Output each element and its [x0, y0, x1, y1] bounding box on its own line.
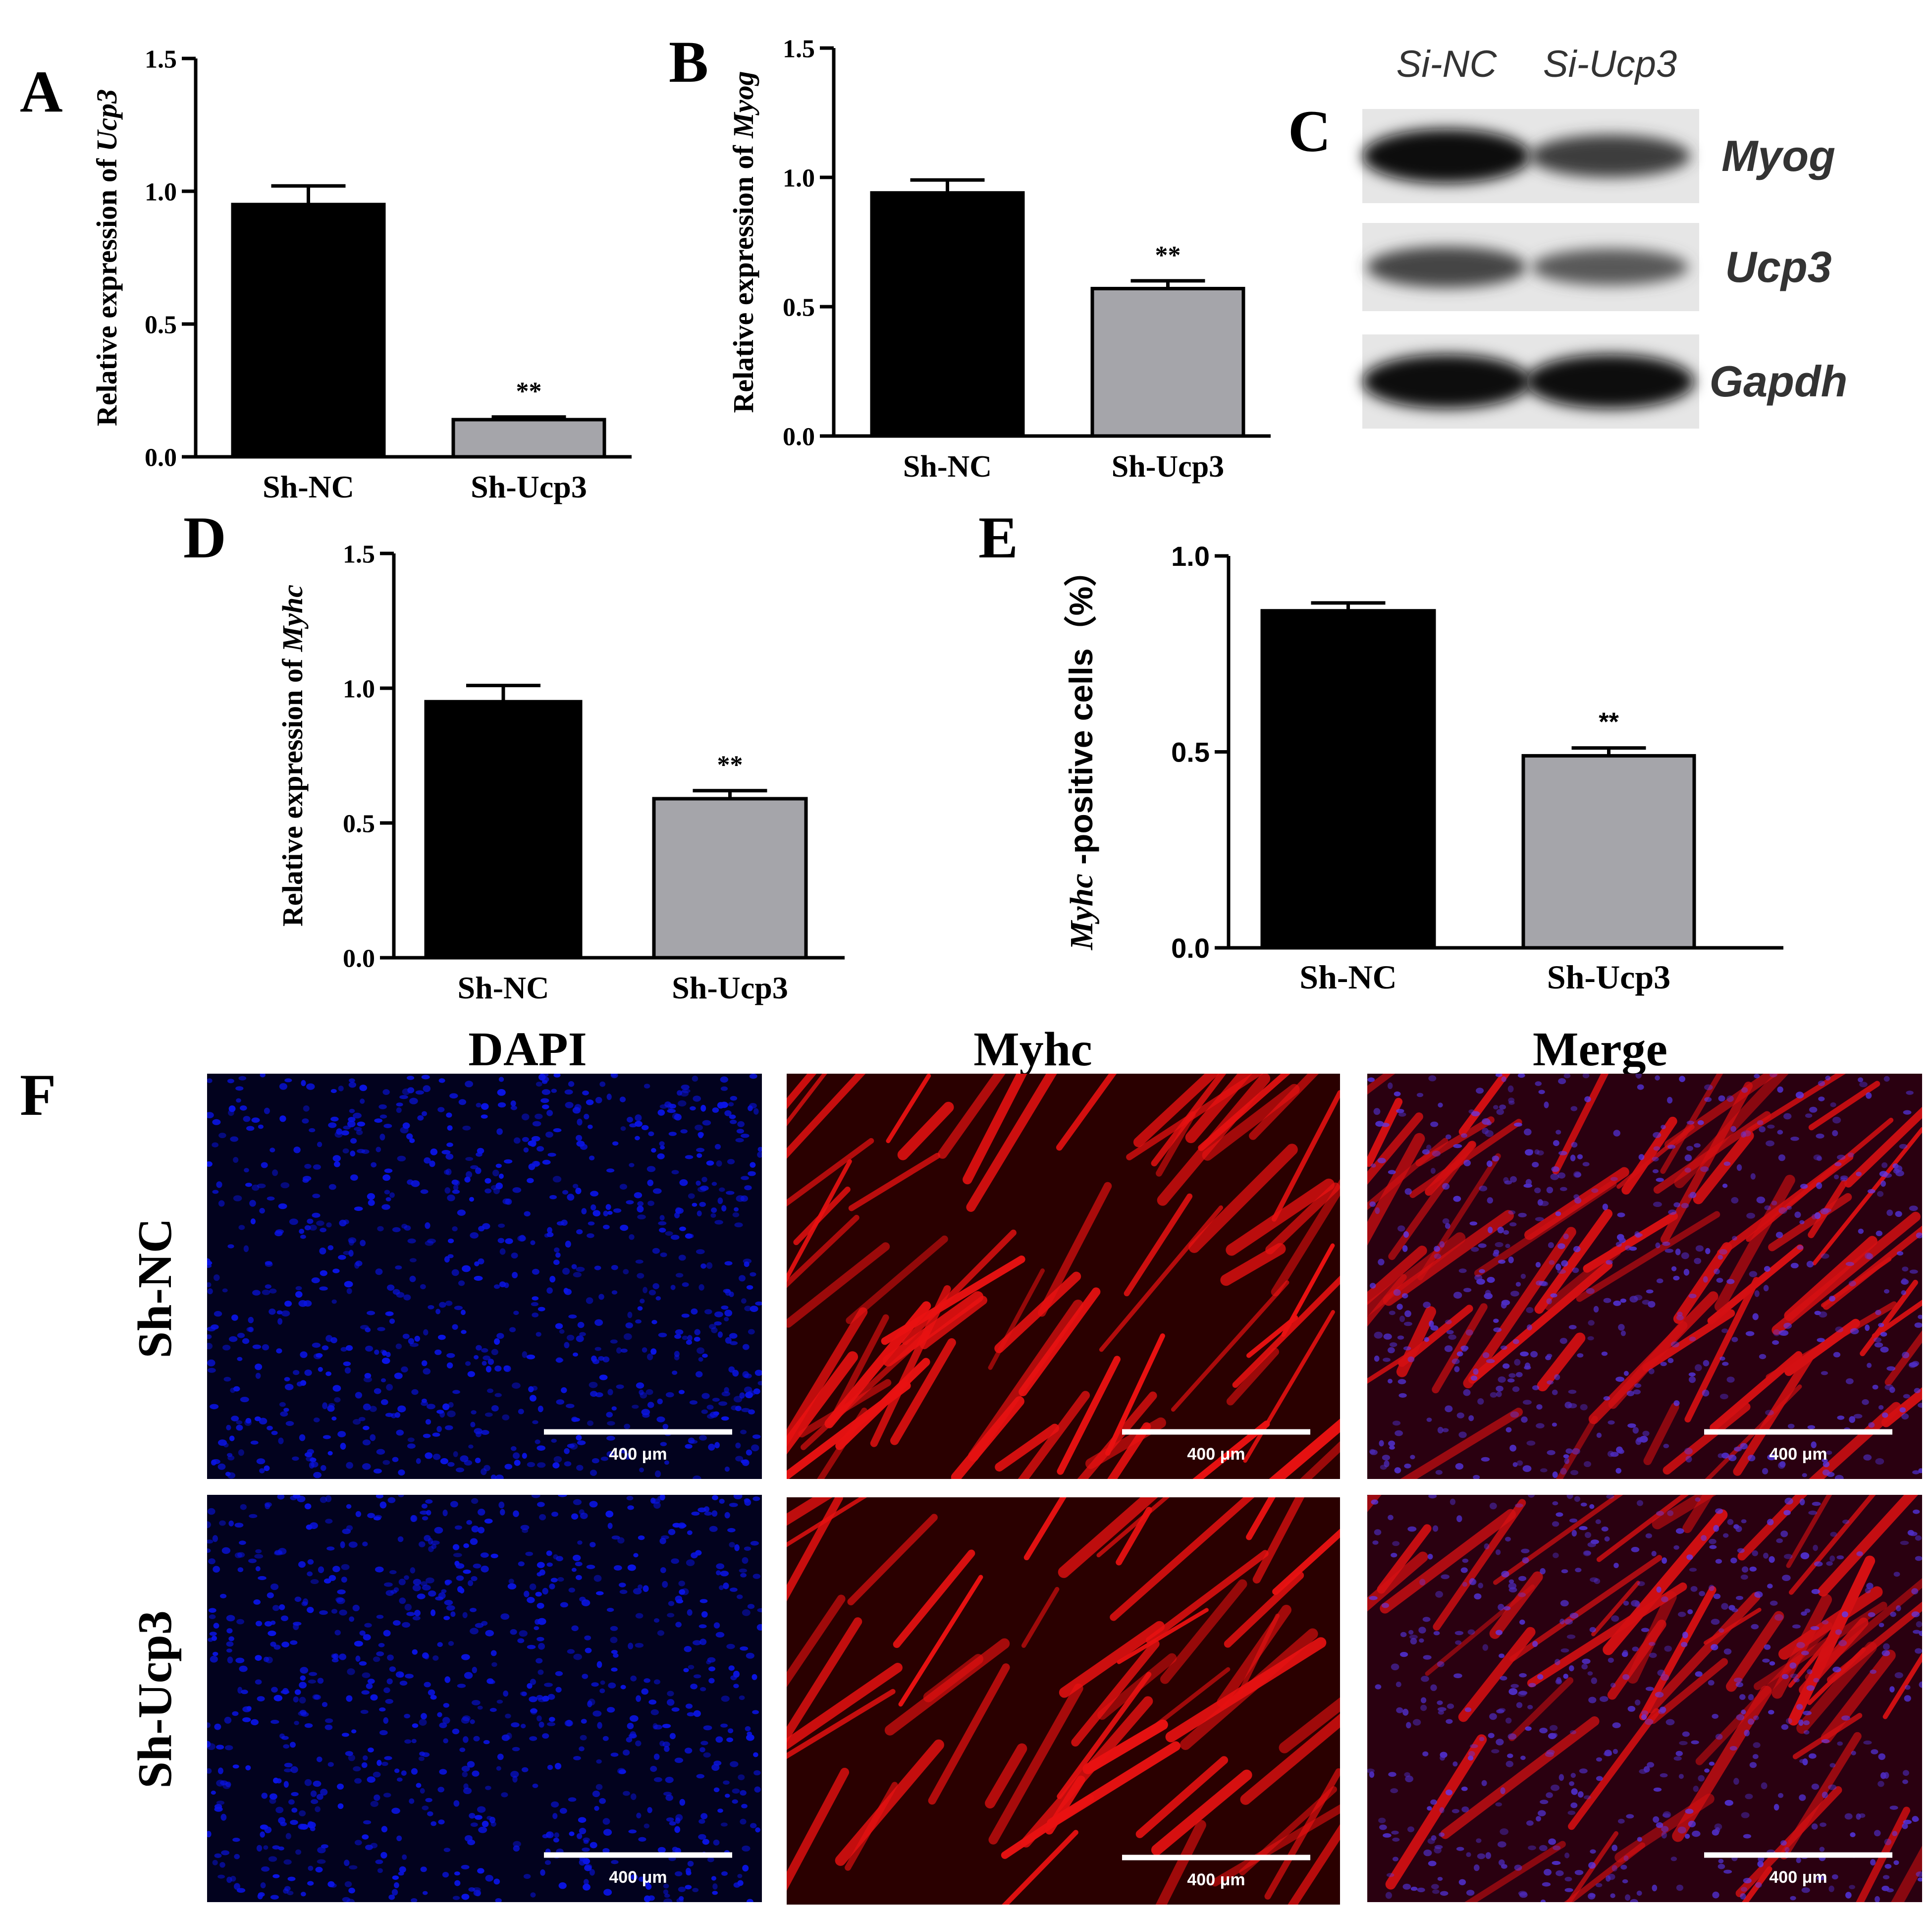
blot-band: [1530, 135, 1690, 177]
chart-d: 0.0 0.5 1.0 1.5 Sh-NC ** Sh-Ucp3 Relative expre…: [276, 541, 845, 1005]
y-tick-label: 1.5: [145, 46, 177, 74]
panel-label-c: C: [1288, 98, 1331, 164]
scale-bar-label: 400 μm: [1187, 1445, 1245, 1464]
category-label: Sh-NC: [903, 450, 992, 484]
y-tick-label: 1.0: [1171, 541, 1210, 572]
y-axis-label: Relative expression of Myog: [727, 71, 759, 413]
category-label: Sh-NC: [263, 469, 354, 504]
category-label: Sh-Ucp3: [1547, 958, 1670, 996]
y-tick-label: 0.5: [1171, 737, 1210, 768]
y-tick-label: 0.0: [145, 444, 177, 472]
blot-band: [1367, 246, 1526, 288]
category-label: Sh-Ucp3: [471, 469, 587, 504]
chart-b: 0.0 0.5 1.0 1.5 Sh-NC ** Sh-Ucp3 Relative expre…: [727, 35, 1271, 484]
bar-sh-ucp3: [451, 418, 606, 459]
scale-bar-label: 400 μm: [609, 1868, 667, 1887]
blot-band: [1362, 354, 1531, 409]
blot-row-gapdh: Gapdh: [1362, 334, 1847, 429]
bar-sh-nc: [231, 203, 386, 459]
y-axis-label: Myhc -positive cells（%）: [1063, 554, 1100, 951]
column-title: DAPI: [468, 1023, 587, 1076]
y-tick-label: 0.5: [343, 810, 375, 838]
y-tick-label: 0.5: [145, 311, 177, 339]
y-tick-label: 1.5: [343, 541, 375, 569]
protein-label: Ucp3: [1725, 242, 1831, 291]
bar-sh-nc: [870, 191, 1025, 438]
row-title: Sh-Ucp3: [128, 1610, 182, 1788]
panel-label-b: B: [669, 29, 708, 95]
chart-e: 0.0 0.5 1.0 Sh-NC ** Sh-Ucp3 Myhc -positive ce…: [1063, 541, 1783, 996]
blot-row-myog: Myog: [1362, 109, 1835, 203]
blot-row-ucp3: Ucp3: [1362, 223, 1832, 311]
significance-mark: **: [1155, 241, 1181, 270]
blot-band: [1526, 354, 1694, 409]
micrograph-myhc: [787, 1074, 1340, 1479]
micrograph-myhc: [787, 1497, 1340, 1905]
micrograph-grid: DAPI Myhc Merge Sh-NC Sh-Ucp3 400 μm 400 μm 400…: [128, 1023, 1922, 1905]
y-tick-label: 0.0: [1171, 932, 1210, 964]
protein-label: Myog: [1721, 131, 1835, 180]
category-label: Sh-NC: [1299, 958, 1397, 996]
y-tick-label: 0.5: [783, 294, 815, 322]
lane-label: Si-Ucp3: [1543, 43, 1677, 85]
bar-sh-nc: [1260, 609, 1436, 950]
chart-a: 0.0 0.5 1.0 1.5 Sh-NC ** Sh-Ucp3 Relative expre…: [91, 46, 632, 504]
y-tick-label: 1.0: [783, 164, 815, 193]
scale-bar-label: 400 μm: [1769, 1445, 1827, 1464]
western-blot: Si-NC Si-Ucp3 Myog Ucp3 Gapdh: [1362, 43, 1847, 429]
scale-bar-label: 400 μm: [1187, 1870, 1245, 1889]
lane-label: Si-NC: [1396, 43, 1498, 85]
panel-label-f: F: [20, 1062, 56, 1128]
scale-bar-label: 400 μm: [609, 1445, 667, 1464]
y-axis-label: Relative expression of Ucp3: [91, 89, 123, 426]
row-title: Sh-NC: [128, 1218, 182, 1358]
panel-label-a: A: [20, 58, 63, 124]
bar-sh-nc: [424, 700, 583, 960]
column-title: Myhc: [973, 1023, 1092, 1076]
micrograph-dapi: [207, 1074, 762, 1479]
bar-charts: 0.0 0.5 1.0 1.5 Sh-NC ** Sh-Ucp3 Relative expre…: [91, 35, 1783, 1005]
panel-label-d: D: [183, 504, 226, 570]
protein-label: Gapdh: [1710, 357, 1848, 406]
significance-mark: **: [516, 378, 542, 406]
bar-sh-ucp3: [1521, 754, 1696, 950]
y-tick-label: 0.0: [343, 945, 375, 973]
significance-mark: **: [717, 751, 743, 779]
column-title: Merge: [1533, 1023, 1667, 1076]
category-label: Sh-Ucp3: [1112, 450, 1224, 484]
category-label: Sh-NC: [458, 970, 549, 1005]
bar-sh-ucp3: [652, 797, 808, 960]
micrograph-dapi: [207, 1495, 762, 1902]
panel-label-e: E: [978, 504, 1018, 570]
y-tick-label: 0.0: [783, 423, 815, 451]
y-tick-label: 1.0: [343, 675, 375, 704]
y-tick-label: 1.0: [145, 178, 177, 207]
micrograph-merge: [1367, 1074, 1922, 1479]
blot-band: [1362, 129, 1531, 183]
significance-mark: **: [1599, 708, 1619, 737]
category-label: Sh-Ucp3: [672, 970, 788, 1005]
y-axis-label: Relative expression of Myhc: [276, 585, 309, 927]
scale-bar-label: 400 μm: [1769, 1868, 1827, 1887]
blot-band: [1532, 249, 1688, 285]
bar-sh-ucp3: [1090, 286, 1245, 438]
y-tick-label: 1.5: [783, 35, 815, 63]
micrograph-merge: [1367, 1495, 1922, 1902]
